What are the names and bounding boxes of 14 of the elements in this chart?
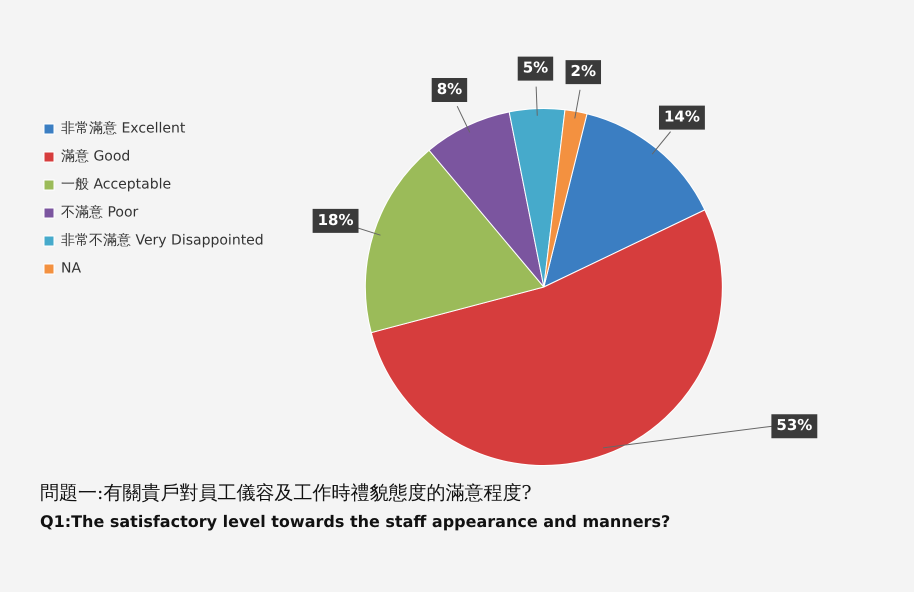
data-label: 14% <box>664 108 700 126</box>
legend-label: NA <box>61 260 82 277</box>
data-label: 8% <box>436 80 462 98</box>
legend-label: 非常不滿意 Very Disappointed <box>61 232 264 249</box>
data-label: 18% <box>318 210 354 229</box>
legend-label: 不滿意 Poor <box>61 204 139 221</box>
data-label: 53% <box>776 416 812 434</box>
data-label: 5% <box>522 58 548 77</box>
text: Q1:The satisfactory level towards the staff appearance and manners? <box>40 512 670 531</box>
legend-label: 非常滿意 Excellent <box>61 120 186 137</box>
legend-label: 一般 Acceptable <box>61 176 172 193</box>
data-label: 2% <box>570 62 596 80</box>
legend-label: 滿意 Good <box>61 148 130 165</box>
text: 問題一:有關貴戶對員工儀容及工作時禮貌態度的滿意程度? <box>40 481 532 506</box>
